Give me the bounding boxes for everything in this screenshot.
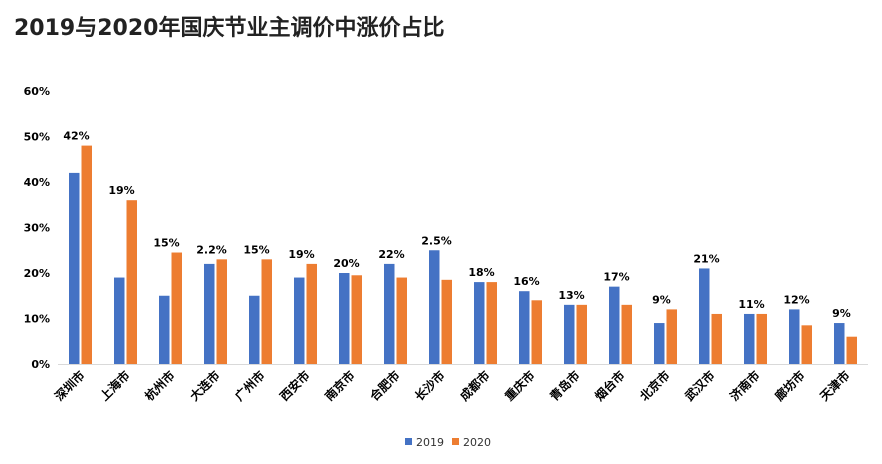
data-label: 15% [243,243,269,256]
legend-swatch-2020 [452,438,459,445]
bars [69,145,857,364]
y-tick-label: 0% [31,358,50,371]
data-label: 13% [558,289,584,302]
bar-2020 [216,259,227,364]
data-label: 16% [513,275,539,288]
data-label: 18% [468,266,494,279]
category-label: 天津市 [817,368,853,404]
bar-2020 [351,275,362,364]
data-label: 20% [333,257,359,270]
category-label: 重庆市 [502,368,538,404]
category-label: 青岛市 [547,368,583,404]
bar-2019 [834,323,845,364]
bar-2020 [576,304,587,364]
bar-2020 [711,313,722,364]
bar-2019 [339,273,350,364]
y-tick-label: 40% [24,176,50,189]
bar-2019 [429,250,440,364]
y-axis-ticks: 0% 10% 20% 30% 40% 50% 60% [24,85,50,371]
category-label: 廊坊市 [772,368,808,404]
bar-2019 [159,295,170,364]
bar-2019 [699,268,710,364]
bar-2019 [609,286,620,364]
legend-label-2020: 2020 [463,436,491,449]
bar-2019 [474,282,485,364]
bar-2019 [384,263,395,364]
bar-2019 [204,263,215,364]
category-label: 长沙市 [412,368,448,404]
y-tick-label: 10% [24,313,50,326]
bar-2019 [564,304,575,364]
bar-2020 [801,325,812,364]
category-label: 武汉市 [682,368,718,404]
bar-2020 [486,282,497,364]
bar-2020 [756,313,767,364]
bar-2020 [666,309,677,364]
category-label: 合肥市 [367,368,403,404]
bar-2019 [69,172,80,364]
y-tick-label: 20% [24,267,50,280]
bar-2020 [306,263,317,364]
data-label: 9% [652,293,671,306]
bar-2019 [654,323,665,364]
data-label: 21% [693,252,719,265]
category-label: 北京市 [637,368,673,404]
data-label: 15% [153,237,179,250]
data-labels: 42% 19% 15% 2.2% 15% 19% 20% 22% 2.5% 18% 16% 13% 17… [63,130,851,320]
bar-2020 [846,336,857,364]
bar-2019 [789,309,800,364]
bar-2020 [126,200,137,364]
category-label: 上海市 [97,368,133,404]
bar-2020 [441,279,452,364]
bar-2019 [744,313,755,364]
data-label: 2.2% [196,243,227,256]
bar-2019 [519,291,530,364]
bar-2019 [294,277,305,364]
data-label: 2.5% [421,234,452,247]
legend: 2019 2020 [405,436,491,449]
category-label: 西安市 [277,368,313,404]
category-label: 杭州市 [142,368,178,404]
category-label: 广州市 [232,368,268,404]
category-label: 深圳市 [52,368,88,404]
y-tick-label: 60% [24,85,50,98]
legend-swatch-2019 [405,438,412,445]
bar-2020 [81,145,92,364]
data-label: 17% [603,271,629,284]
category-label: 南京市 [322,368,358,404]
bar-2020 [171,252,182,364]
category-label: 成都市 [457,368,493,404]
data-label: 11% [738,298,764,311]
bar-2020 [531,300,542,364]
bar-2020 [621,304,632,364]
data-label: 19% [288,248,314,261]
bar-2019 [114,277,125,364]
y-tick-label: 50% [24,131,50,144]
y-tick-label: 30% [24,222,50,235]
legend-label-2019: 2019 [416,436,444,449]
data-label: 22% [378,248,404,261]
data-label: 19% [108,184,134,197]
category-label: 烟台市 [592,368,628,404]
chart-title: 2019与2020年国庆节业主调价中涨价占比 [14,16,445,41]
category-label: 大连市 [187,368,223,404]
category-labels: 深圳市 上海市 杭州市 大连市 广州市 西安市 南京市 合肥市 长沙市 成都市 重庆市 青岛市 烟台市北… [52,368,853,404]
bar-2020 [261,259,272,364]
data-label: 42% [63,130,89,143]
bar-2019 [249,295,260,364]
category-label: 济南市 [727,368,763,404]
bar-2020 [396,277,407,364]
data-label: 9% [832,307,851,320]
data-label: 12% [783,293,809,306]
